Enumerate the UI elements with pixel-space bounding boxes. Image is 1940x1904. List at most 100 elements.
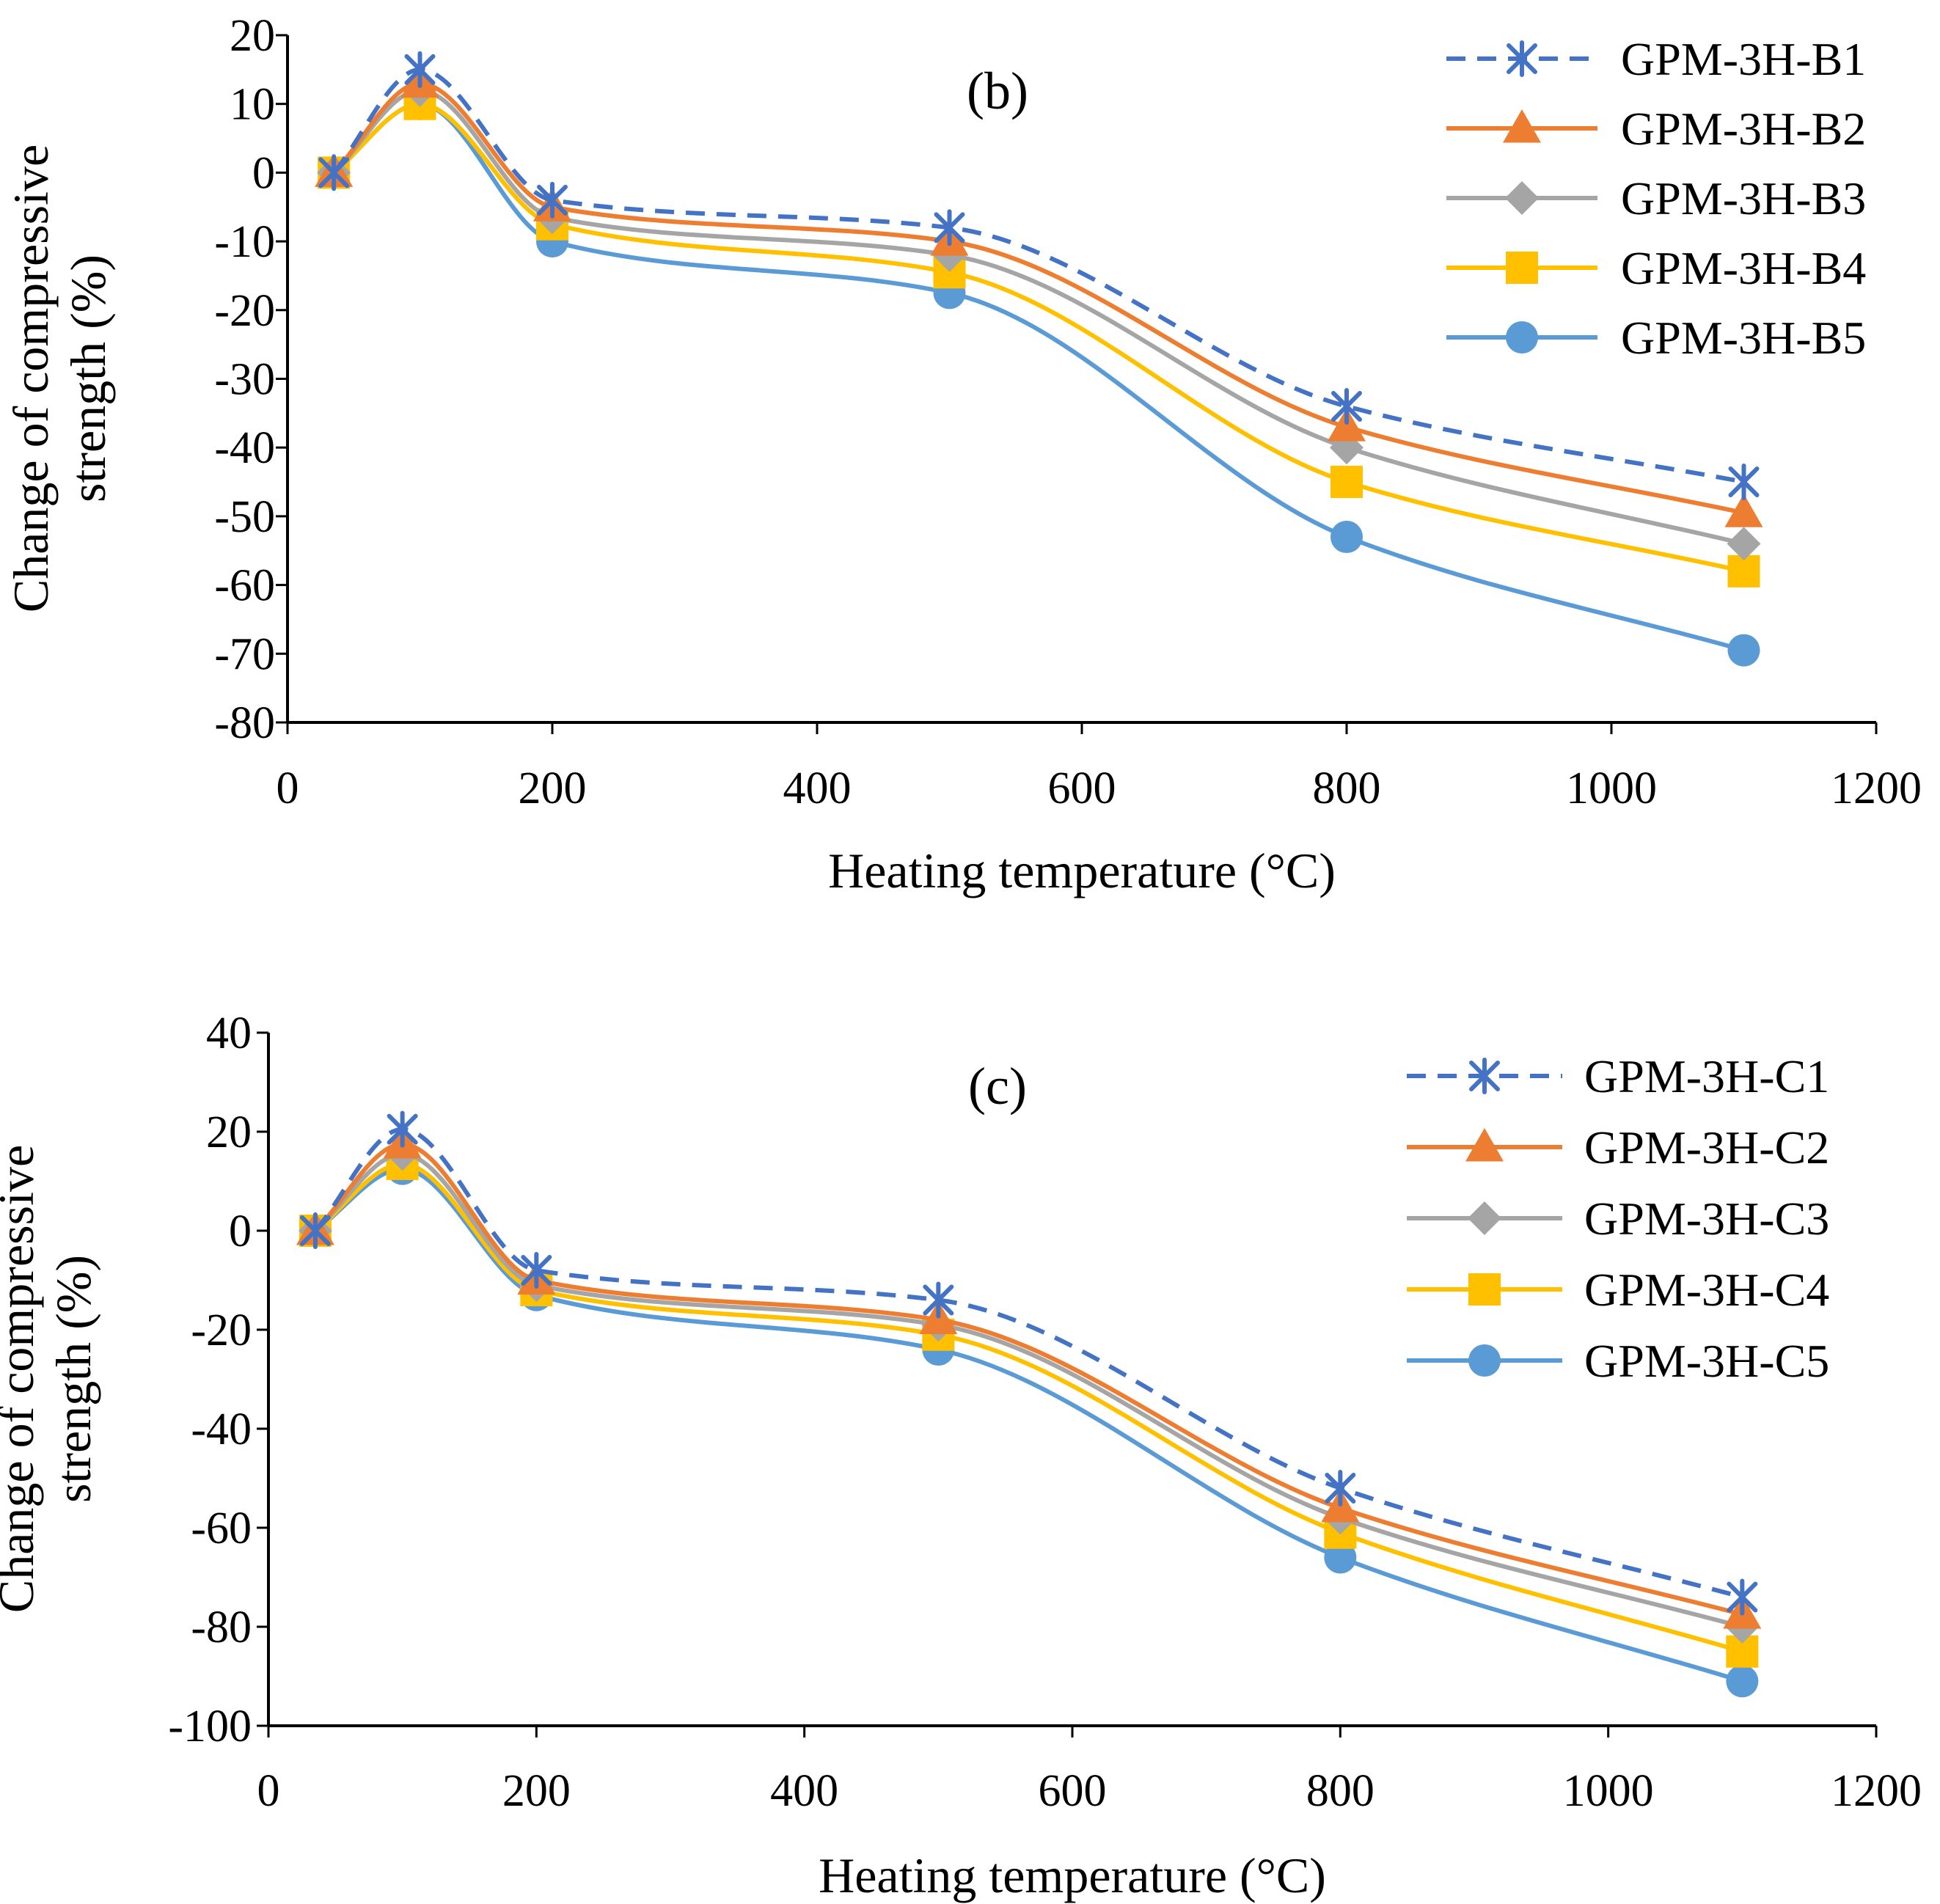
series-GPM-3H-B2: [315, 64, 1763, 527]
y-tick-label: -30: [214, 355, 275, 405]
legend-item: GPM-3H-C5: [1407, 1335, 1829, 1387]
y-tick-label: -20: [191, 1306, 252, 1355]
series-line: [314, 1161, 1743, 1654]
x-tick-label: 400: [770, 1766, 838, 1816]
data-point: [1330, 466, 1363, 499]
legend-swatch-marker: [1468, 1201, 1501, 1235]
y-tick-label: 40: [206, 1008, 252, 1058]
series-line: [313, 1151, 1743, 1629]
y-tick-label: 20: [230, 11, 275, 61]
legend-label: GPM-3H-C4: [1584, 1264, 1829, 1316]
series-GPM-3H-C2: [296, 1124, 1762, 1629]
x-tick-label: 600: [1039, 1766, 1107, 1816]
legend-label: GPM-3H-C1: [1584, 1050, 1829, 1102]
x-tick-label: 200: [502, 1766, 571, 1816]
data-point: [1727, 527, 1761, 561]
legend-swatch-marker: [1469, 1058, 1500, 1094]
x-tick-label: 0: [257, 1766, 280, 1816]
series-line: [314, 1166, 1743, 1684]
y-tick-label: -20: [214, 286, 275, 336]
series-line: [332, 101, 1745, 653]
series-GPM-3H-B5: [318, 87, 1760, 667]
data-point: [299, 1212, 331, 1249]
panel-label: (c): [968, 1057, 1027, 1116]
y-axis-title-line: Change of compressive: [3, 144, 59, 612]
legend-label: GPM-3H-B4: [1621, 242, 1866, 294]
legend-label: GPM-3H-C3: [1584, 1193, 1829, 1245]
y-axis-title-line: strength (%): [45, 1255, 101, 1503]
data-point: [1727, 634, 1760, 667]
series-line: [313, 1127, 1743, 1600]
y-tick-label: -40: [214, 423, 275, 473]
data-point: [1324, 1541, 1357, 1574]
data-point: [387, 1110, 418, 1148]
x-axis-title: Heating temperature (°C): [819, 1848, 1326, 1903]
data-point: [537, 181, 568, 219]
legend: GPM-3H-B1 GPM-3H-B2 GPM-3H-B3 GPM-3H-B4 GPM-…: [1446, 33, 1866, 364]
data-point: [1727, 1578, 1758, 1616]
data-point: [934, 209, 965, 246]
x-tick-label: 0: [277, 764, 299, 813]
data-point: [1724, 494, 1763, 527]
data-point: [1728, 464, 1760, 501]
data-point: [318, 154, 350, 191]
data-point: [923, 1281, 954, 1319]
y-axis-title: Change of compressivestrength (%): [3, 144, 116, 612]
legend-item: GPM-3H-B3: [1446, 172, 1866, 224]
legend-item: GPM-3H-C1: [1407, 1050, 1829, 1102]
y-tick-label: 20: [206, 1107, 252, 1157]
legend-swatch-marker: [1468, 1273, 1501, 1306]
data-point: [1726, 1665, 1759, 1698]
series-line: [313, 1141, 1743, 1617]
x-tick-label: 200: [519, 764, 587, 813]
legend-label: GPM-3H-B5: [1621, 312, 1866, 364]
y-tick-label: -50: [214, 492, 275, 542]
x-tick-label: 600: [1048, 764, 1116, 813]
y-tick-label: -60: [214, 561, 275, 611]
y-tick-label: -100: [168, 1702, 252, 1751]
legend-item: GPM-3H-B1: [1446, 33, 1866, 85]
data-point: [1330, 521, 1363, 554]
series-GPM-3H-C4: [299, 1147, 1759, 1668]
legend-label: GPM-3H-C2: [1584, 1121, 1829, 1173]
x-tick-label: 1200: [1831, 1766, 1922, 1816]
series-line: [332, 88, 1745, 546]
series-GPM-3H-C5: [299, 1152, 1759, 1698]
legend-swatch-marker: [1503, 109, 1541, 143]
y-tick-label: 0: [252, 148, 275, 198]
series-GPM-3H-B1: [318, 51, 1760, 501]
y-tick-label: -80: [191, 1603, 252, 1652]
y-axis-title-line: Change of compressive: [0, 1145, 44, 1613]
series-GPM-3H-B3: [317, 73, 1761, 561]
legend: GPM-3H-C1 GPM-3H-C2 GPM-3H-C3 GPM-3H-C4 GPM-…: [1407, 1050, 1829, 1387]
legend-item: GPM-3H-C3: [1407, 1193, 1829, 1245]
y-tick-label: -10: [214, 217, 275, 267]
y-tick-label: -40: [191, 1405, 252, 1454]
series-line: [332, 67, 1745, 484]
legend-swatch-marker: [1506, 321, 1538, 354]
legend-label: GPM-3H-B3: [1621, 172, 1866, 224]
legend-item: GPM-3H-B5: [1446, 312, 1866, 364]
legend-item: GPM-3H-B2: [1446, 103, 1866, 155]
x-tick-label: 800: [1306, 1766, 1375, 1816]
legend-swatch-marker: [1506, 252, 1538, 284]
data-point: [521, 1252, 552, 1289]
series-GPM-3H-C3: [298, 1137, 1760, 1644]
x-axis-title: Heating temperature (°C): [828, 843, 1336, 898]
y-tick-label: -80: [214, 698, 275, 748]
x-tick-label: 800: [1313, 764, 1381, 813]
y-tick-label: 10: [230, 80, 275, 130]
legend-item: GPM-3H-B4: [1446, 242, 1866, 294]
data-point: [1331, 387, 1362, 425]
legend-label: GPM-3H-B1: [1621, 33, 1866, 85]
legend-label: GPM-3H-B2: [1621, 103, 1866, 155]
data-point: [1325, 1470, 1356, 1506]
panel-label: (b): [967, 62, 1028, 120]
legend-label: GPM-3H-C5: [1584, 1335, 1829, 1387]
legend-swatch-marker: [1468, 1344, 1501, 1377]
y-tick-label: -70: [214, 629, 275, 679]
series-line: [332, 101, 1745, 574]
